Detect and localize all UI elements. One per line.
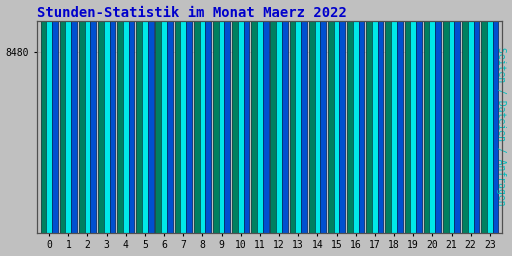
Bar <box>46 0 52 233</box>
Bar <box>487 0 493 233</box>
Bar <box>321 0 326 233</box>
Bar <box>161 0 167 233</box>
Bar <box>339 0 345 233</box>
Bar <box>136 0 142 233</box>
Bar <box>353 0 358 233</box>
Bar <box>276 0 282 233</box>
Bar <box>200 0 205 233</box>
Bar <box>205 0 211 233</box>
Bar <box>443 0 449 233</box>
Y-axis label: Seiten / Dateien / Anfragen: Seiten / Dateien / Anfragen <box>497 47 506 206</box>
Bar <box>372 0 378 233</box>
Bar <box>416 0 422 233</box>
Bar <box>474 0 479 233</box>
Bar <box>257 0 263 233</box>
Bar <box>314 0 321 233</box>
Bar <box>117 0 123 233</box>
Bar <box>52 0 58 233</box>
Bar <box>148 0 154 233</box>
Bar <box>194 0 200 233</box>
Bar <box>167 0 173 233</box>
Bar <box>435 0 441 233</box>
Text: Stunden-Statistik im Monat Maerz 2022: Stunden-Statistik im Monat Maerz 2022 <box>37 6 347 19</box>
Bar <box>66 0 71 233</box>
Bar <box>60 0 66 233</box>
Bar <box>282 0 288 233</box>
Bar <box>391 0 397 233</box>
Bar <box>142 0 148 233</box>
Bar <box>386 0 391 233</box>
Bar <box>309 0 314 233</box>
Bar <box>397 0 402 233</box>
Bar <box>366 0 372 233</box>
Bar <box>104 0 110 233</box>
Bar <box>301 0 307 233</box>
Bar <box>98 0 104 233</box>
Bar <box>180 0 186 233</box>
Bar <box>424 0 430 233</box>
Bar <box>238 0 244 233</box>
Bar <box>378 0 383 233</box>
Bar <box>251 0 257 233</box>
Bar <box>454 0 460 233</box>
Bar <box>84 0 90 233</box>
Bar <box>129 0 135 233</box>
Bar <box>156 0 161 233</box>
Bar <box>468 0 474 233</box>
Bar <box>493 0 499 233</box>
Bar <box>481 0 487 233</box>
Bar <box>358 0 365 233</box>
Bar <box>40 0 46 233</box>
Bar <box>175 0 180 233</box>
Bar <box>290 0 295 233</box>
Bar <box>404 0 410 233</box>
Bar <box>71 0 77 233</box>
Bar <box>295 0 301 233</box>
Bar <box>90 0 96 233</box>
Bar <box>328 0 334 233</box>
Bar <box>347 0 353 233</box>
Bar <box>334 0 339 233</box>
Bar <box>430 0 435 233</box>
Bar <box>244 0 249 233</box>
Bar <box>224 0 230 233</box>
Bar <box>270 0 276 233</box>
Bar <box>449 0 454 233</box>
Bar <box>79 0 84 233</box>
Bar <box>462 0 468 233</box>
Bar <box>263 0 268 233</box>
Bar <box>232 0 238 233</box>
Bar <box>219 0 224 233</box>
Bar <box>123 0 129 233</box>
Bar <box>213 0 219 233</box>
Bar <box>410 0 416 233</box>
Bar <box>186 0 192 233</box>
Bar <box>110 0 115 233</box>
